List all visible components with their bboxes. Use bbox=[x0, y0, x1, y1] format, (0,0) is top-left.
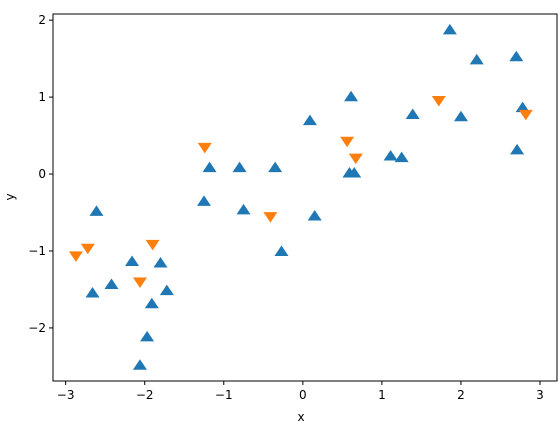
point bbox=[431, 95, 446, 107]
point bbox=[515, 101, 530, 113]
point bbox=[144, 297, 159, 309]
point bbox=[197, 195, 212, 206]
point bbox=[140, 330, 155, 342]
point bbox=[104, 278, 119, 290]
point bbox=[510, 143, 525, 155]
point bbox=[125, 255, 140, 266]
point bbox=[80, 243, 95, 255]
y-tick-label: 0 bbox=[38, 167, 46, 181]
point bbox=[68, 251, 83, 262]
point bbox=[348, 153, 363, 165]
point bbox=[453, 110, 468, 122]
y-tick-label: 2 bbox=[38, 13, 46, 27]
x-tick-label: 1 bbox=[378, 388, 386, 402]
point bbox=[394, 151, 409, 163]
point bbox=[307, 210, 322, 221]
y-tick-label: 1 bbox=[38, 90, 46, 104]
point bbox=[153, 256, 168, 268]
x-tick-label: −2 bbox=[136, 388, 154, 402]
x-tick-label: −1 bbox=[215, 388, 233, 402]
point bbox=[85, 286, 100, 298]
point bbox=[469, 53, 484, 65]
point bbox=[159, 284, 174, 296]
x-tick-label: 0 bbox=[299, 388, 307, 402]
point bbox=[263, 212, 278, 223]
y-tick-label: −2 bbox=[28, 321, 46, 335]
point bbox=[340, 136, 355, 148]
point bbox=[132, 359, 147, 370]
point bbox=[232, 161, 247, 173]
point bbox=[268, 161, 283, 173]
point bbox=[509, 50, 524, 62]
x-tick-label: 2 bbox=[457, 388, 465, 402]
point bbox=[442, 23, 457, 35]
point bbox=[145, 239, 160, 251]
x-axis-label: x bbox=[297, 410, 304, 424]
x-tick-label: 3 bbox=[536, 388, 544, 402]
x-tick-label: −3 bbox=[57, 388, 75, 402]
point bbox=[518, 109, 533, 121]
point bbox=[383, 150, 398, 161]
point bbox=[344, 90, 359, 102]
y-axis-label: y bbox=[3, 193, 17, 200]
point bbox=[89, 205, 104, 216]
point bbox=[347, 166, 362, 178]
point bbox=[236, 203, 251, 215]
point bbox=[132, 277, 147, 289]
axes-frame bbox=[52, 13, 558, 382]
point bbox=[274, 245, 289, 256]
y-tick-label: −1 bbox=[28, 244, 46, 258]
point bbox=[302, 114, 317, 126]
point bbox=[202, 161, 217, 173]
point bbox=[197, 142, 212, 154]
point bbox=[405, 108, 420, 119]
